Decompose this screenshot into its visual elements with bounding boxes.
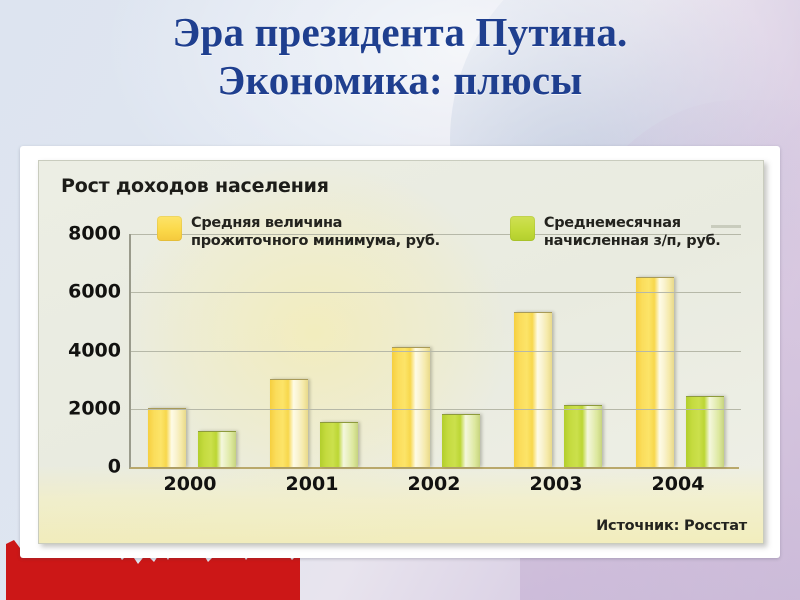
y-axis-tick-label: 0 xyxy=(107,455,121,478)
bar xyxy=(636,276,674,467)
y-axis-tick-label: 2000 xyxy=(68,397,121,420)
bar xyxy=(392,347,430,467)
x-axis-labels: 2000 2001 2002 2003 2004 xyxy=(129,473,739,495)
legend-item-average-wage: Среднемесячная начисленная з/п, руб. xyxy=(509,214,721,250)
y-axis-tick-label: 8000 xyxy=(68,222,121,245)
gridline xyxy=(131,408,741,410)
x-axis-tick-label: 2001 xyxy=(285,473,339,495)
plot-area: 0 2000 4000 6000 8000 xyxy=(68,223,741,478)
y-axis-tick-label: 4000 xyxy=(68,339,121,362)
bar-group xyxy=(375,232,497,467)
slide-title-line-2: Экономика: плюсы xyxy=(217,57,583,103)
legend-label-average-wage: Среднемесячная начисленная з/п, руб. xyxy=(543,215,721,249)
bar xyxy=(270,379,308,467)
bar xyxy=(686,396,724,467)
legend-label-subsistence-minimum: Средняя величина прожиточного минимума, … xyxy=(191,215,440,249)
chart-card: Рост доходов населения Средняя величина … xyxy=(20,146,780,558)
chart-title: Рост доходов населения xyxy=(61,175,329,197)
chart-legend: Средняя величина прожиточного минимума, … xyxy=(157,214,721,250)
x-axis-tick-label: 2003 xyxy=(529,473,583,495)
bar-group xyxy=(253,232,375,467)
bar xyxy=(320,422,358,467)
bar-group xyxy=(497,232,619,467)
gridline xyxy=(131,292,741,294)
gridline xyxy=(131,350,741,352)
bar xyxy=(514,311,552,467)
legend-swatch-yellow-icon xyxy=(157,216,182,241)
slide-title: Эра президента Путина. Экономика: плюсы xyxy=(0,8,800,104)
bar xyxy=(442,413,480,467)
x-axis-tick-label: 2000 xyxy=(163,473,217,495)
infographic-panel: Рост доходов населения Средняя величина … xyxy=(38,160,764,544)
legend-item-subsistence-minimum: Средняя величина прожиточного минимума, … xyxy=(157,214,440,250)
x-axis-tick-label: 2002 xyxy=(407,473,461,495)
bar-group xyxy=(619,232,741,467)
bar xyxy=(564,404,602,467)
y-axis-tick-label: 6000 xyxy=(68,280,121,303)
bar xyxy=(148,407,186,467)
legend-swatch-green-icon xyxy=(509,216,535,241)
bar xyxy=(198,431,236,467)
chart-source: Источник: Росстат xyxy=(596,518,747,534)
slide-title-line-1: Эра президента Путина. xyxy=(172,9,628,55)
x-axis-tick-label: 2004 xyxy=(651,473,705,495)
bar-group xyxy=(131,232,253,467)
bar-groups xyxy=(131,232,741,467)
